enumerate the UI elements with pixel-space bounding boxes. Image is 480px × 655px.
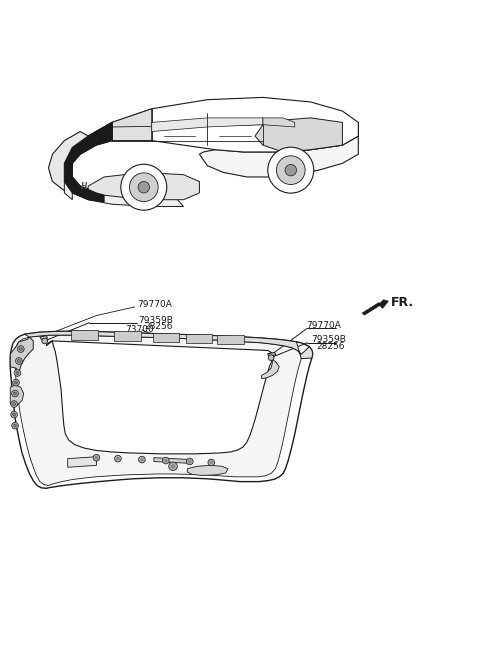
Circle shape	[117, 457, 120, 460]
Text: 28256: 28256	[144, 322, 173, 331]
Polygon shape	[72, 330, 97, 340]
Circle shape	[276, 156, 305, 185]
Polygon shape	[217, 335, 243, 344]
Polygon shape	[46, 341, 274, 454]
Polygon shape	[255, 118, 342, 152]
Circle shape	[11, 401, 17, 407]
Circle shape	[188, 460, 191, 463]
Circle shape	[285, 164, 297, 176]
Circle shape	[141, 458, 144, 461]
Polygon shape	[112, 109, 152, 141]
Circle shape	[14, 381, 17, 384]
Circle shape	[130, 173, 158, 202]
Circle shape	[13, 392, 16, 395]
Polygon shape	[88, 172, 199, 200]
Polygon shape	[10, 337, 33, 373]
Circle shape	[14, 369, 21, 377]
Circle shape	[16, 371, 19, 375]
Circle shape	[168, 462, 177, 470]
Polygon shape	[186, 333, 213, 343]
Circle shape	[17, 360, 20, 362]
Text: 28256: 28256	[317, 342, 345, 350]
Circle shape	[12, 403, 15, 405]
Polygon shape	[152, 118, 207, 132]
Polygon shape	[199, 122, 358, 177]
Circle shape	[268, 355, 274, 360]
Text: 73700: 73700	[125, 326, 154, 335]
Circle shape	[138, 181, 150, 193]
Polygon shape	[207, 118, 263, 127]
Polygon shape	[10, 331, 313, 489]
Text: 79359B: 79359B	[139, 316, 173, 325]
Polygon shape	[263, 118, 295, 127]
Circle shape	[95, 457, 98, 459]
Polygon shape	[10, 385, 24, 405]
Polygon shape	[187, 465, 228, 476]
Polygon shape	[24, 331, 313, 358]
Text: FR.: FR.	[391, 296, 414, 309]
Circle shape	[208, 459, 215, 466]
Circle shape	[12, 379, 19, 386]
Polygon shape	[40, 335, 48, 339]
Circle shape	[11, 411, 17, 418]
Polygon shape	[153, 333, 179, 342]
Circle shape	[115, 455, 121, 462]
Circle shape	[121, 164, 167, 210]
Circle shape	[12, 422, 18, 429]
Circle shape	[162, 457, 169, 464]
Text: 79770A: 79770A	[137, 300, 172, 309]
Polygon shape	[379, 300, 388, 309]
Circle shape	[15, 358, 22, 364]
Polygon shape	[268, 352, 276, 356]
Circle shape	[42, 338, 48, 344]
Polygon shape	[64, 181, 183, 206]
Polygon shape	[48, 122, 112, 195]
Circle shape	[268, 147, 314, 193]
Circle shape	[12, 390, 18, 397]
Polygon shape	[64, 122, 112, 202]
Circle shape	[19, 348, 22, 350]
Text: H: H	[81, 181, 87, 191]
Circle shape	[186, 458, 193, 465]
Text: 79770A: 79770A	[306, 320, 341, 329]
Circle shape	[210, 461, 213, 464]
Polygon shape	[15, 335, 301, 485]
Polygon shape	[262, 352, 279, 379]
Text: 79359B: 79359B	[311, 335, 346, 345]
Circle shape	[139, 457, 145, 463]
Circle shape	[17, 346, 24, 352]
Circle shape	[13, 424, 16, 427]
Polygon shape	[88, 98, 358, 152]
Polygon shape	[154, 458, 192, 464]
Polygon shape	[362, 303, 381, 315]
Circle shape	[171, 464, 175, 468]
Circle shape	[12, 413, 15, 416]
Polygon shape	[68, 457, 96, 467]
Circle shape	[93, 455, 100, 461]
Circle shape	[164, 459, 167, 462]
Polygon shape	[114, 331, 141, 341]
